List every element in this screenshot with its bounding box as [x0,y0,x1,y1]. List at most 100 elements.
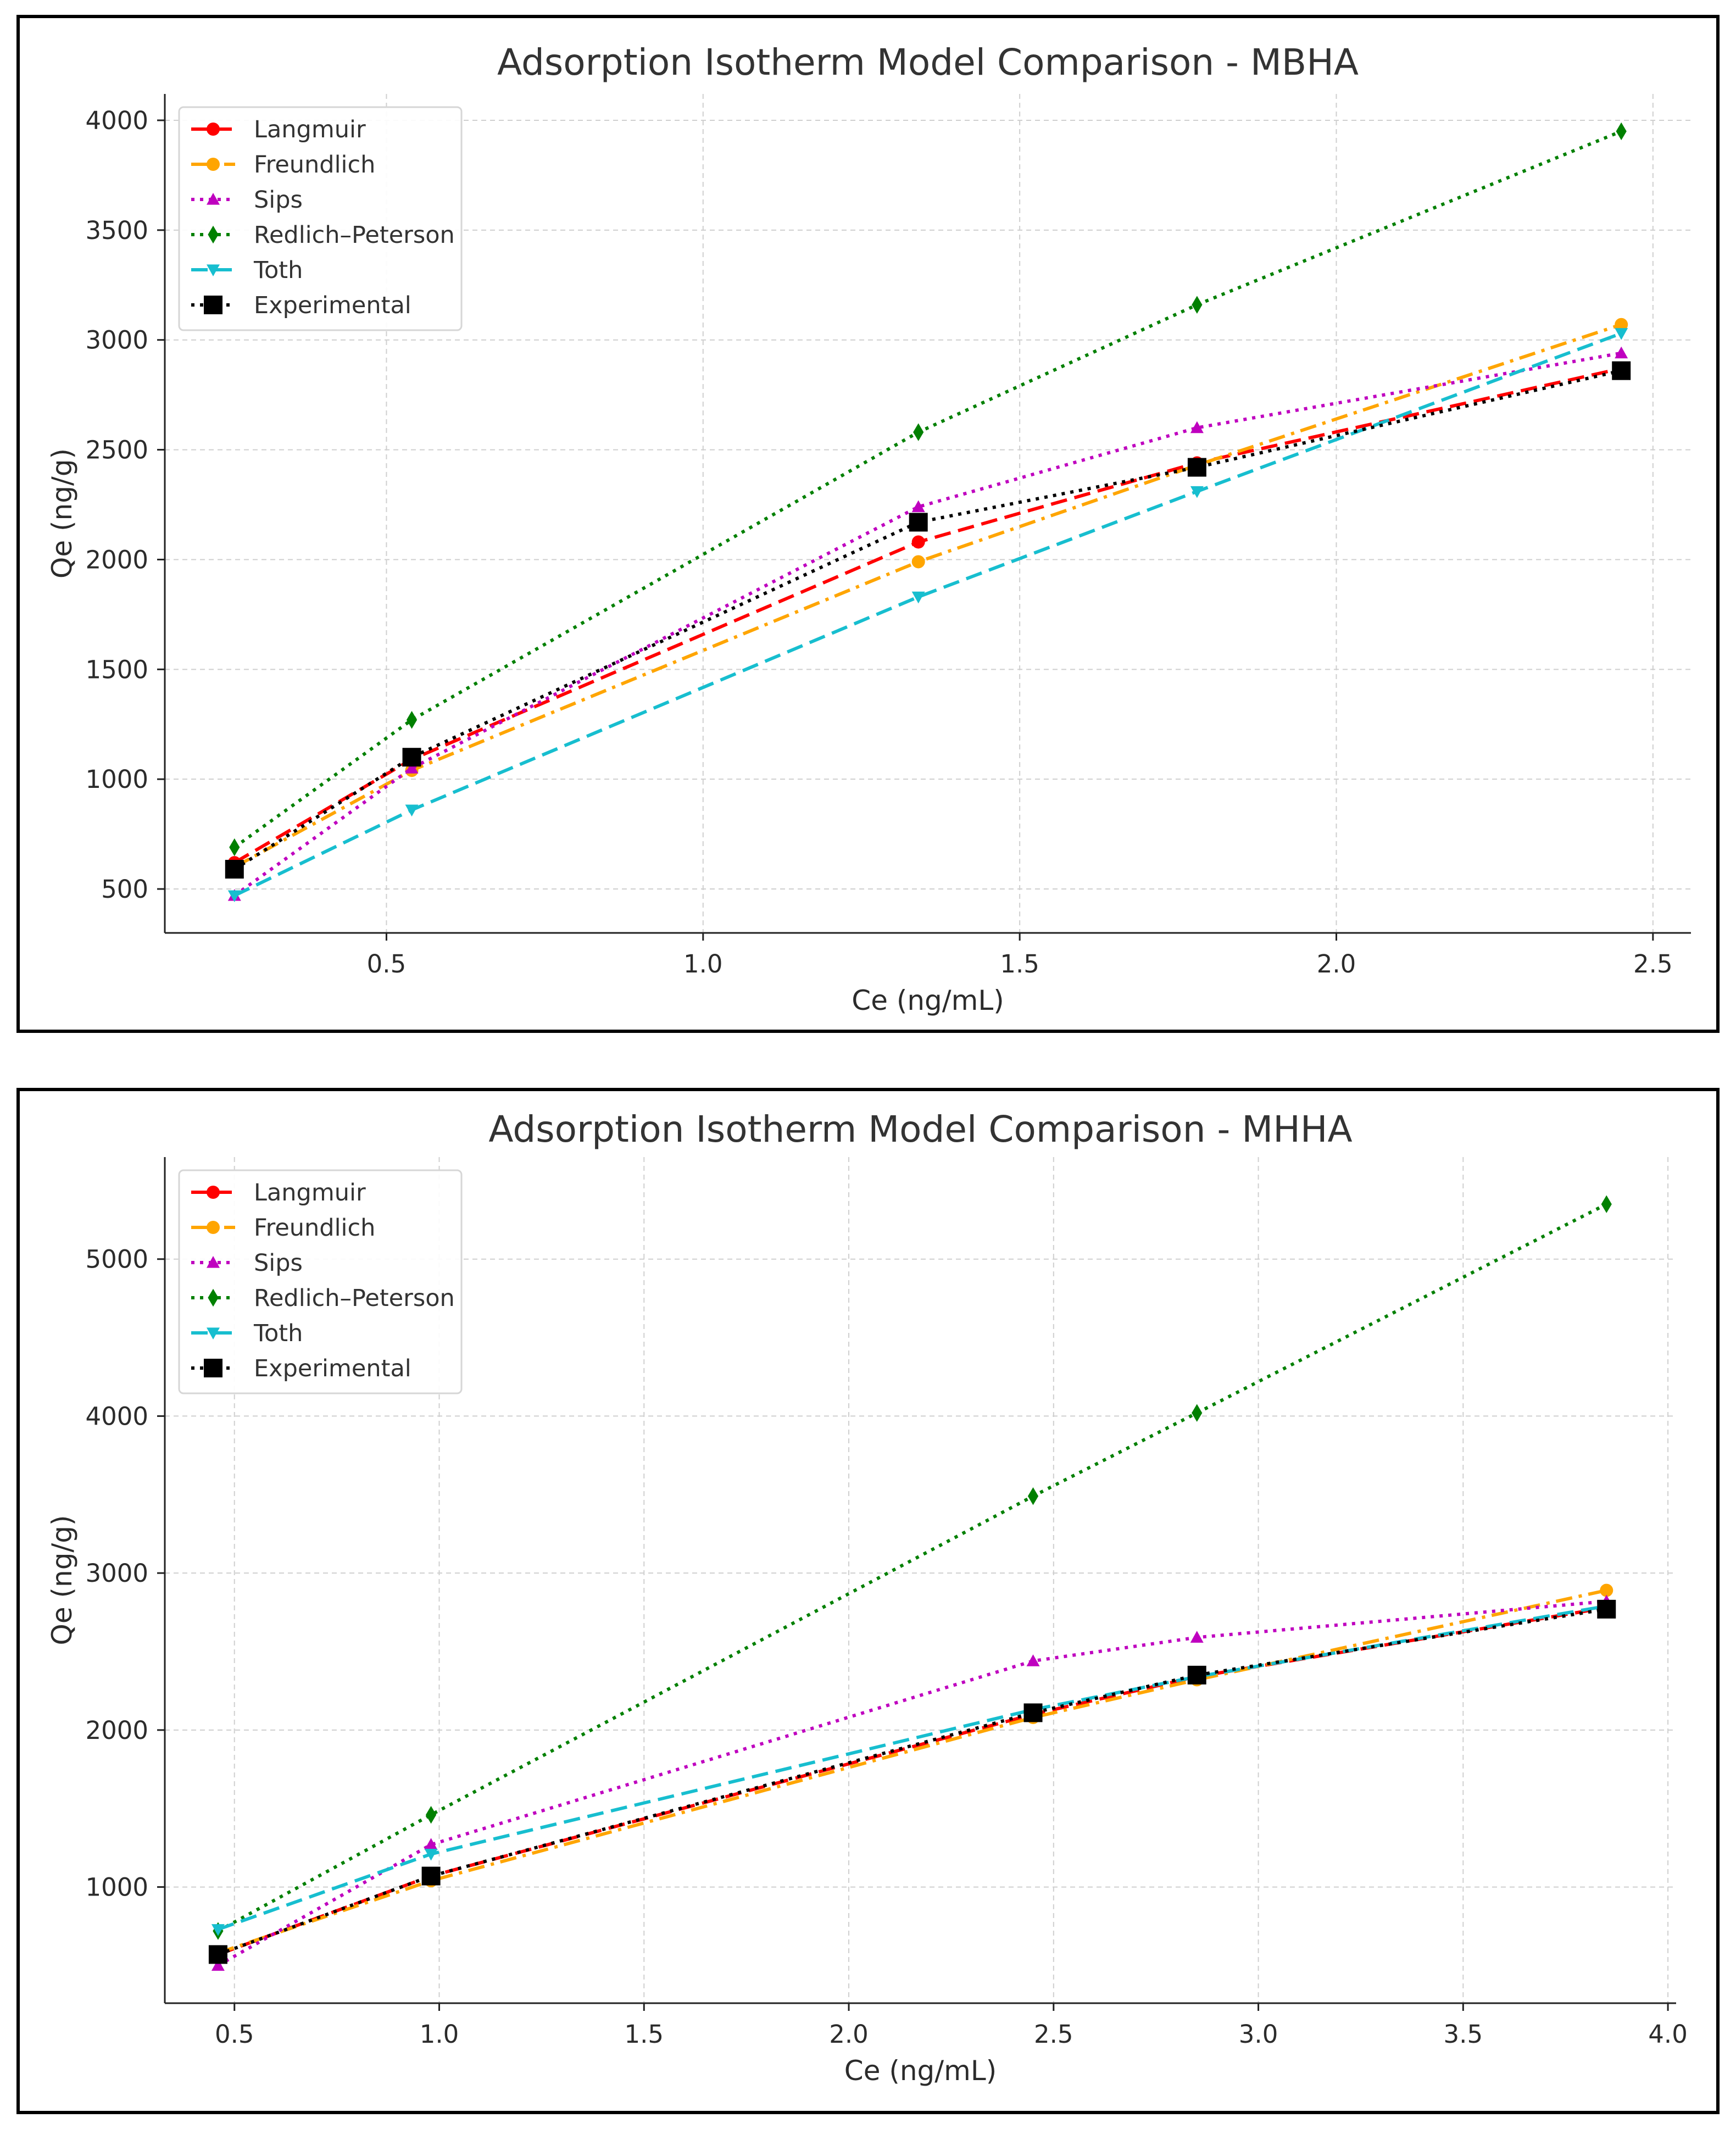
y-axis-title: Qe (ng/g) [46,1515,78,1645]
x-axis-title: Ce (ng/mL) [844,2055,997,2087]
chart-panel-mhha: Adsorption Isotherm Model Comparison - M… [16,1088,1720,2114]
data-point-redlich-peterson [1192,296,1203,314]
legend-label: Freundlich [254,1214,375,1242]
series-line-freundlich [233,323,1622,869]
data-point-redlich-peterson [913,423,924,441]
legend-label: Redlich–Peterson [254,221,455,249]
legend-label: Toth [253,257,303,284]
legend-label: Langmuir [254,116,366,143]
chart-mhha: Adsorption Isotherm Model Comparison - M… [46,1108,1688,2087]
legend-label: Freundlich [254,151,375,179]
series-line-toth [217,1604,1607,1931]
data-point-toth [911,591,925,604]
data-point-experimental [1612,361,1631,380]
series-langmuir [211,1601,1613,1961]
y-tick-label: 1000 [85,1873,148,1902]
legend-item-toth: Toth [191,1320,303,1347]
chart-title: Adsorption Isotherm Model Comparison - M… [488,1108,1352,1150]
data-point-toth [1615,328,1628,340]
data-point-experimental [1187,458,1206,477]
data-point-redlich-peterson [1192,1404,1203,1422]
x-axis-title: Ce (ng/mL) [852,985,1004,1016]
legend-marker-langmuir [207,1186,220,1199]
y-tick-label: 3500 [85,216,148,245]
data-point-toth [1190,486,1204,498]
data-point-redlich-peterson [1616,122,1627,141]
legend-item-redlich-peterson: Redlich–Peterson [191,221,455,249]
series-line-langmuir [217,1606,1607,1956]
data-point-toth [211,1924,225,1936]
y-tick-label: 1000 [85,765,148,794]
legend-marker-langmuir [207,123,220,136]
legend-item-langmuir: Langmuir [191,116,366,143]
series-sips [227,346,1628,901]
legend-item-sips: Sips [191,186,303,214]
y-tick-label: 2000 [85,545,148,574]
chart-mbha: Adsorption Isotherm Model Comparison - M… [46,41,1691,1016]
data-point-experimental [402,748,421,767]
series-freundlich [227,318,1628,874]
series-line-sips [233,351,1622,897]
data-point-freundlich [1600,1583,1613,1597]
x-tick-label: 1.0 [683,949,723,979]
legend-item-experimental: Experimental [191,292,411,319]
legend-item-experimental: Experimental [191,1355,411,1382]
series-line-sips [217,1599,1607,1967]
grid [165,94,1691,933]
legend-box [178,106,463,331]
data-point-toth [424,1848,438,1861]
x-tick-label: 2.5 [1633,949,1673,979]
x-tick-label: 1.5 [1000,949,1039,979]
legend-item-toth: Toth [191,257,303,284]
y-tick-label: 3000 [85,1559,148,1588]
series-toth [211,1600,1613,1936]
data-point-redlich-peterson [1601,1195,1612,1213]
plot-area [208,1195,1616,1971]
series-line-freundlich [217,1588,1607,1955]
legend-marker-sips [207,1256,220,1268]
legend: Langmuir Freundlich Sips Redlich–Peterson To… [178,1169,463,1394]
legend-marker-experimental [204,1359,222,1377]
series-experimental [208,1599,1616,1964]
x-tick-label: 0.5 [367,949,407,979]
series-redlich-peterson [229,122,1627,857]
legend-marker-toth [207,1327,220,1339]
series-experimental [225,361,1631,879]
legend-label: Sips [254,1249,303,1277]
x-tick-label: 0.5 [215,2020,254,2049]
data-point-experimental [208,1945,227,1964]
legend-marker-freundlich [207,158,220,171]
data-point-freundlich [911,555,925,569]
data-point-redlich-peterson [229,838,240,857]
series-line-langmuir [233,366,1622,864]
chart-panel-mbha: Adsorption Isotherm Model Comparison - M… [16,15,1720,1033]
data-point-sips [424,1838,438,1850]
data-point-sips [911,500,925,513]
data-point-toth [405,804,419,817]
data-point-experimental [1187,1665,1206,1685]
x-tick-label: 3.0 [1239,2020,1278,2049]
data-point-sips [405,761,419,774]
series-langmuir [227,362,1628,870]
data-point-redlich-peterson [425,1805,437,1824]
y-tick-label: 4000 [85,1402,148,1431]
legend-label: Sips [254,186,303,214]
legend-label: Toth [253,1320,303,1347]
data-point-sips [1026,1654,1040,1666]
legend-marker-sips [207,193,220,205]
series-line-toth [233,331,1622,897]
x-tick-label: 2.0 [829,2020,869,2049]
data-point-experimental [909,513,928,532]
legend-label: Langmuir [254,1179,366,1207]
data-point-sips [211,1959,225,1971]
x-tick-label: 3.5 [1444,2020,1483,2049]
chart-title: Adsorption Isotherm Model Comparison - M… [497,41,1359,84]
y-tick-label: 2500 [85,436,148,465]
data-point-experimental [421,1866,441,1886]
legend-marker-freundlich [207,1221,220,1234]
legend-label: Redlich–Peterson [254,1285,455,1312]
data-point-redlich-peterson [1027,1487,1039,1505]
legend-box [178,1169,463,1394]
data-point-redlich-peterson [406,711,418,729]
data-point-sips [1190,421,1204,433]
